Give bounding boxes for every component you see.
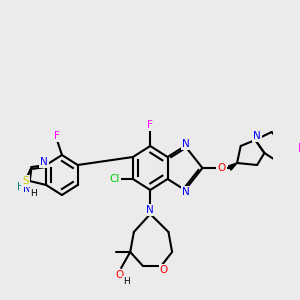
Text: N: N xyxy=(182,139,190,149)
Text: H: H xyxy=(123,277,130,286)
Text: N: N xyxy=(40,157,48,167)
Text: O: O xyxy=(115,270,123,280)
Text: S: S xyxy=(22,176,28,186)
Text: H: H xyxy=(17,182,25,192)
Text: H: H xyxy=(30,188,37,197)
Text: N: N xyxy=(253,131,261,141)
Text: N: N xyxy=(182,187,190,197)
Polygon shape xyxy=(229,163,237,170)
Text: F: F xyxy=(147,120,153,130)
Text: N: N xyxy=(23,184,31,194)
Text: N: N xyxy=(146,205,154,215)
Text: O: O xyxy=(218,163,226,173)
Text: F: F xyxy=(54,131,60,141)
Text: O: O xyxy=(160,265,168,275)
Text: Cl: Cl xyxy=(110,174,120,184)
Text: F: F xyxy=(298,142,300,155)
